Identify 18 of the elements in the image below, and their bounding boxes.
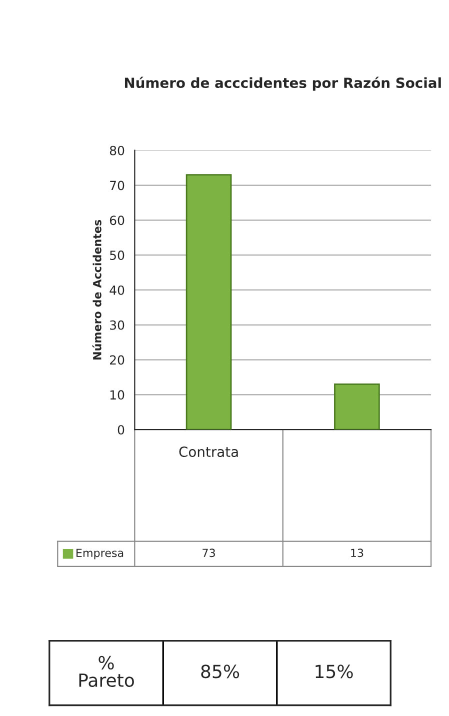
data-label: 13: [351, 548, 364, 558]
x-tick-label: Contrata: [179, 446, 238, 458]
y-tick-label: 50: [110, 250, 124, 260]
y-tick-label: 70: [110, 180, 124, 190]
y-tick-label: 40: [110, 285, 124, 295]
data-label: 73: [202, 548, 215, 558]
y-tick-label: 20: [110, 355, 124, 365]
text: 15%: [316, 664, 353, 678]
y-axis-title: Número de Accidentes: [92, 220, 102, 360]
text: % Pareto: [79, 656, 134, 688]
y-tick-label: 30: [110, 320, 124, 330]
text: 85%: [201, 664, 240, 678]
y-tick-label: 10: [110, 390, 124, 400]
chart-title: Número de acccidentes por Razón Social: [124, 76, 441, 91]
y-tick-label: 80: [110, 146, 124, 156]
y-tick-label: 60: [110, 216, 124, 226]
y-tick-label: 0: [118, 425, 124, 435]
legend-label: Empresa: [76, 548, 124, 560]
